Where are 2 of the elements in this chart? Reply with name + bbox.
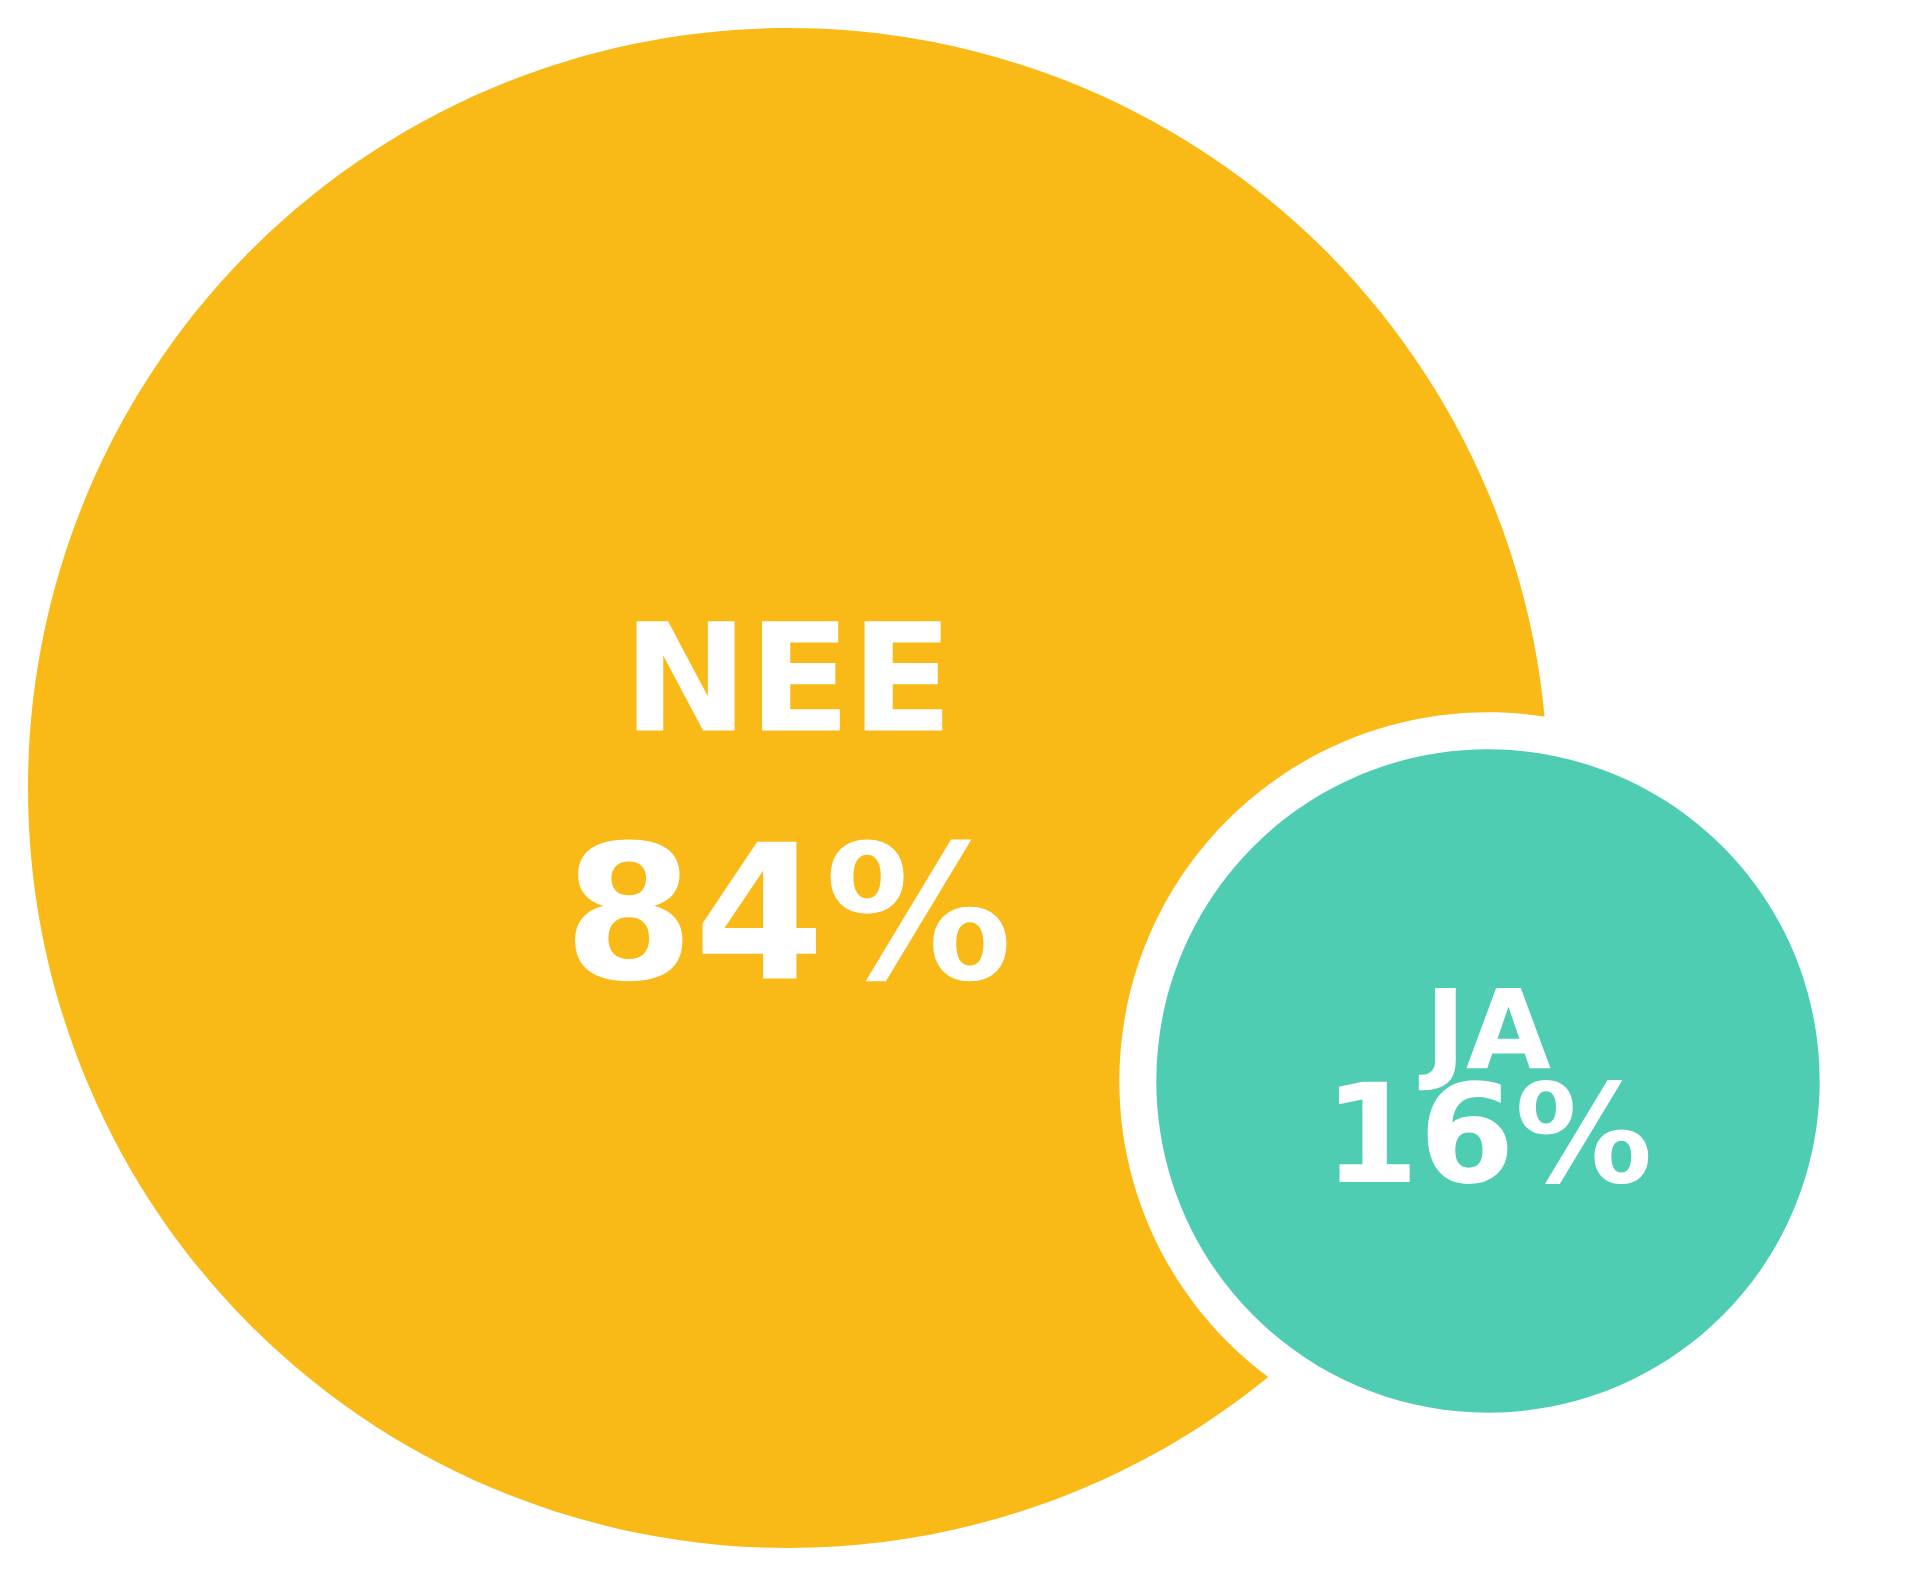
category-label: NEE bbox=[636, 621, 943, 731]
data-label: 84% bbox=[575, 839, 1007, 982]
